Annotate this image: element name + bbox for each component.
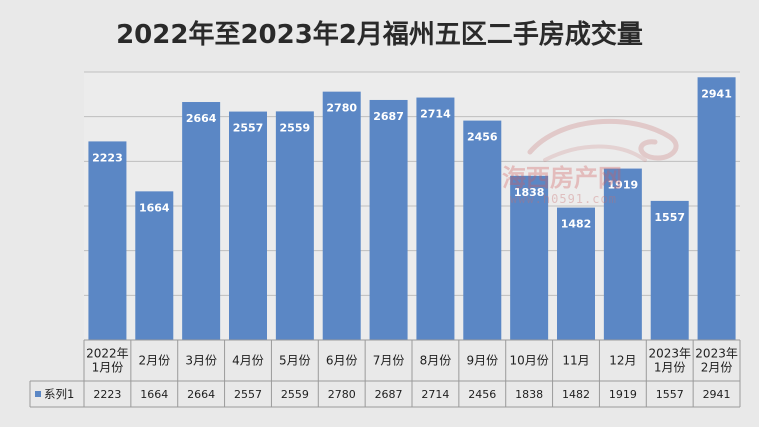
category-label: 11月 — [562, 354, 589, 368]
category-label: 9月份 — [466, 354, 498, 368]
watermark-text: 海西房产网 — [502, 164, 622, 192]
bar-data-label: 2941 — [701, 87, 732, 100]
table-value: 2941 — [703, 388, 731, 401]
table-value: 2559 — [281, 388, 309, 401]
table-value: 1838 — [515, 388, 543, 401]
bar-data-label: 2456 — [467, 131, 498, 144]
table-value: 2223 — [93, 388, 121, 401]
bar — [182, 102, 221, 341]
bar-data-label: 2780 — [326, 102, 357, 115]
table-value: 2664 — [187, 388, 215, 401]
bar — [322, 91, 361, 340]
bar-data-label: 2223 — [92, 151, 123, 164]
category-label: 2月份 — [701, 361, 733, 375]
category-label: 10月份 — [510, 354, 549, 368]
watermark-url: www.h0591.com — [510, 192, 617, 206]
category-label: 1月份 — [92, 361, 124, 375]
category-label: 7月份 — [373, 354, 405, 368]
category-label: 8月份 — [420, 354, 452, 368]
table-value: 2687 — [375, 388, 403, 401]
bar-data-label: 2687 — [373, 110, 404, 123]
bar — [275, 111, 314, 341]
category-label: 2月份 — [138, 354, 170, 368]
bar — [135, 191, 174, 340]
legend-label: 系列1 — [44, 387, 74, 401]
bar — [650, 200, 689, 340]
table-value: 2557 — [234, 388, 262, 401]
bar — [229, 111, 267, 340]
category-label: 2022年 — [86, 347, 129, 361]
category-label: 3月份 — [185, 354, 217, 368]
table-value: 1557 — [656, 388, 684, 401]
table-value: 1919 — [609, 388, 637, 401]
bar-data-label: 2559 — [280, 121, 311, 134]
bar-data-label: 1482 — [561, 218, 592, 231]
category-label: 12月 — [609, 354, 636, 368]
watermark-logo-icon — [527, 118, 679, 162]
chart-title: 2022年至2023年2月福州五区二手房成交量 — [116, 20, 643, 50]
table-value: 2780 — [328, 388, 356, 401]
table-value: 1482 — [562, 388, 590, 401]
bar — [603, 168, 642, 340]
bar-data-label: 1838 — [514, 186, 545, 199]
bar-data-label: 2664 — [186, 112, 217, 125]
category-label: 2023年 — [648, 347, 691, 361]
bar — [416, 97, 455, 340]
bar-data-label: 1664 — [139, 201, 170, 214]
bar — [510, 175, 549, 340]
legend-swatch — [35, 391, 41, 397]
bar — [557, 207, 595, 340]
bar-data-label: 2557 — [233, 122, 264, 135]
bar — [463, 120, 502, 340]
bar — [697, 77, 736, 341]
table-value: 2714 — [421, 388, 449, 401]
bars: 2223 1664 2664 2557 2559 2780 2687 2714 2456 1838… — [88, 77, 736, 341]
category-label: 1月份 — [654, 361, 686, 375]
bar-data-label: 1557 — [654, 211, 685, 224]
bar-data-label: 2714 — [420, 108, 451, 121]
bar-data-label: 1919 — [608, 179, 639, 192]
bar — [369, 99, 408, 340]
table-value: 1664 — [140, 388, 168, 401]
table-value: 2456 — [468, 388, 496, 401]
bar — [88, 141, 127, 340]
category-label: 5月份 — [279, 354, 311, 368]
category-label: 4月份 — [232, 354, 264, 368]
category-label: 6月份 — [326, 354, 358, 368]
category-label: 2023年 — [695, 347, 738, 361]
